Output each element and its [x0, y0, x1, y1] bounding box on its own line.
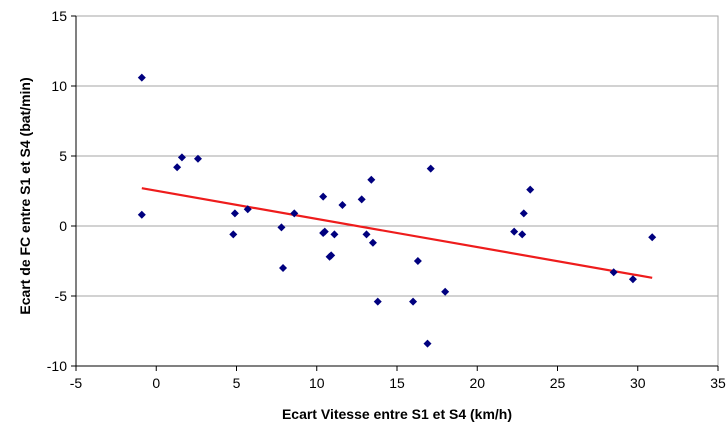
data-point [330, 230, 339, 239]
gridlines [76, 15, 718, 297]
data-point [423, 339, 432, 348]
data-point [279, 264, 288, 272]
data-point [409, 297, 418, 306]
data-point [526, 185, 535, 194]
x-tick-label: 25 [550, 375, 566, 391]
data-point [137, 73, 146, 82]
data-point [413, 257, 422, 265]
data-point [327, 251, 336, 260]
data-point [368, 238, 377, 247]
y-tick-label: 10 [51, 78, 67, 94]
data-point [137, 210, 146, 219]
x-tick-label: 15 [389, 375, 405, 391]
data-point [243, 205, 252, 214]
data-point [648, 233, 657, 242]
y-tick-label: -5 [55, 288, 68, 304]
data-point [519, 209, 528, 218]
x-tick-label: 0 [152, 375, 160, 391]
data-point [628, 275, 637, 284]
data-point [320, 227, 329, 236]
data-point [338, 201, 347, 209]
data-point [230, 209, 239, 218]
data-point [426, 164, 435, 173]
data-point [177, 153, 186, 162]
trendline [141, 187, 653, 279]
x-tick-label: 5 [233, 375, 241, 391]
data-point [362, 230, 371, 239]
y-axis-title: Ecart de FC entre S1 et S4 (bat/min) [17, 77, 33, 314]
data-point [373, 297, 382, 306]
data-point [609, 268, 618, 277]
y-tick-label: 0 [59, 218, 67, 234]
data-point [290, 209, 299, 218]
axes [71, 15, 719, 371]
data-point [193, 154, 202, 163]
y-tick-label: 5 [59, 148, 67, 164]
plot-area [75, 15, 719, 367]
data-point [367, 175, 376, 184]
data-point [319, 192, 328, 201]
data-point [173, 163, 182, 172]
data-point [518, 230, 527, 239]
x-tick-label: 10 [309, 375, 325, 391]
trendline-group [141, 187, 653, 279]
data-points [137, 73, 657, 348]
y-tick-label: -10 [47, 358, 67, 374]
x-axis-title: Ecart Vitesse entre S1 et S4 (km/h) [282, 406, 512, 422]
data-point [357, 195, 366, 204]
data-point [277, 223, 286, 232]
data-point [441, 287, 450, 296]
y-tick-label: 15 [51, 8, 67, 24]
x-tick-label: 35 [710, 375, 726, 391]
data-point [229, 230, 238, 239]
data-point [510, 227, 519, 236]
x-tick-label: 20 [469, 375, 485, 391]
x-tick-label: 30 [630, 375, 646, 391]
x-tick-label: -5 [70, 375, 83, 391]
